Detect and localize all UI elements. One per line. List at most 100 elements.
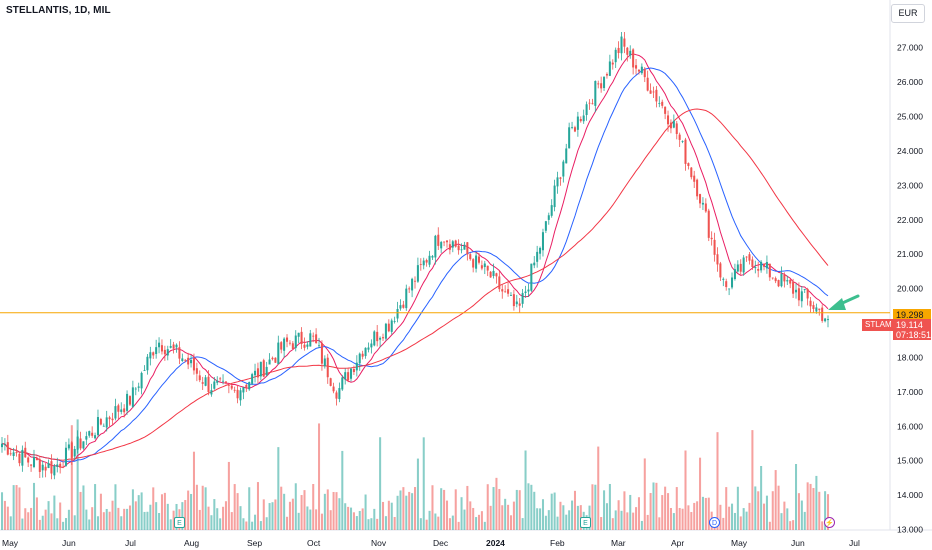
volume-bar	[248, 487, 251, 530]
candle-body	[454, 240, 457, 247]
volume-bar	[158, 513, 161, 530]
time-tick-label: Sep	[247, 538, 262, 548]
candle-body	[716, 254, 719, 265]
dividend-marker-icon[interactable]: D	[709, 517, 720, 528]
volume-bar	[556, 516, 559, 530]
volume-bar	[725, 487, 728, 530]
volume-bar	[658, 517, 661, 530]
volume-bar	[184, 500, 187, 530]
candle-body	[445, 240, 449, 243]
currency-selector[interactable]: EUR	[891, 4, 925, 23]
candle-body	[440, 242, 443, 249]
candle-body	[675, 123, 678, 134]
candle-body	[489, 271, 492, 278]
price-tick-label: 21.000	[897, 249, 923, 259]
candle-body	[88, 431, 91, 436]
volume-bar	[597, 446, 600, 530]
candle-body	[131, 387, 134, 407]
candle-body	[379, 337, 382, 340]
candle-body	[291, 343, 294, 349]
candle-body	[326, 357, 329, 378]
arrow-annotation-icon[interactable]	[828, 298, 846, 310]
ma-fast-line	[1, 53, 829, 469]
volume-bar	[573, 490, 577, 530]
candle-body	[155, 347, 158, 354]
volume-bar	[96, 516, 100, 530]
candle-body	[722, 278, 725, 280]
candle-body	[605, 74, 608, 76]
candle-body	[812, 305, 815, 309]
volume-bar	[195, 484, 198, 530]
candle-body	[274, 357, 277, 363]
volume-bar	[614, 510, 617, 530]
candle-body	[62, 466, 65, 468]
candle-body	[396, 308, 399, 319]
candle-body	[803, 289, 806, 290]
candle-body	[556, 177, 559, 187]
price-tick-label: 25.000	[897, 112, 923, 122]
volume-bar	[309, 509, 312, 530]
volume-bar	[361, 508, 364, 530]
volume-bar	[800, 500, 803, 530]
candle-body	[739, 263, 742, 272]
candle-body	[41, 464, 44, 471]
volume-bar	[262, 499, 265, 530]
volume-bar	[117, 507, 120, 530]
candle-body	[239, 390, 242, 401]
volume-bar	[210, 515, 213, 530]
candle-body	[393, 321, 396, 322]
volume-bar	[422, 437, 425, 530]
candle-body	[268, 359, 271, 365]
candle-body	[550, 205, 553, 216]
volume-bar	[652, 482, 655, 530]
candle-body	[507, 289, 510, 294]
candle-body	[771, 277, 774, 279]
symbol-title[interactable]: STELLANTIS, 1D, MIL	[6, 5, 111, 16]
candle-body	[236, 389, 239, 399]
volume-bar	[207, 506, 210, 530]
candle-body	[117, 405, 120, 412]
volume-bar	[568, 510, 571, 530]
ma-slow-line	[1, 108, 829, 461]
volume-bar	[355, 516, 358, 530]
candle-body	[809, 300, 812, 307]
split-marker-icon[interactable]: ⚡	[824, 517, 835, 528]
volume-bar	[56, 518, 59, 530]
earnings-marker-icon[interactable]: E	[580, 517, 591, 528]
candle-body	[501, 289, 504, 292]
candle-body	[643, 68, 646, 78]
candle-body	[335, 392, 338, 399]
candle-body	[434, 235, 437, 258]
candle-body	[105, 417, 108, 428]
candle-body	[108, 417, 111, 420]
candle-body	[91, 432, 94, 436]
volume-bar	[603, 490, 606, 530]
volume-bar	[475, 517, 478, 530]
candle-body	[190, 359, 193, 364]
candle-body	[600, 83, 603, 89]
candle-body	[713, 239, 716, 255]
volume-bar	[149, 504, 152, 530]
earnings-marker-icon[interactable]: E	[174, 517, 185, 528]
candle-body	[332, 386, 335, 392]
volume-bar	[190, 493, 193, 530]
candle-body	[413, 280, 417, 282]
volume-bar	[99, 493, 102, 530]
volume-bar	[323, 493, 326, 530]
candle-body	[629, 50, 632, 56]
volume-bar	[812, 488, 815, 530]
candle-body	[297, 332, 300, 337]
volume-bar	[230, 512, 233, 530]
candle-body	[192, 357, 195, 371]
candle-body	[492, 270, 495, 276]
candle-body	[422, 260, 425, 266]
candle-body	[786, 280, 789, 282]
volume-bar	[431, 485, 434, 530]
candle-body	[15, 452, 18, 454]
candle-body	[265, 366, 268, 376]
volume-bar	[169, 519, 172, 530]
volume-bar	[492, 487, 495, 530]
candle-body	[701, 202, 704, 205]
